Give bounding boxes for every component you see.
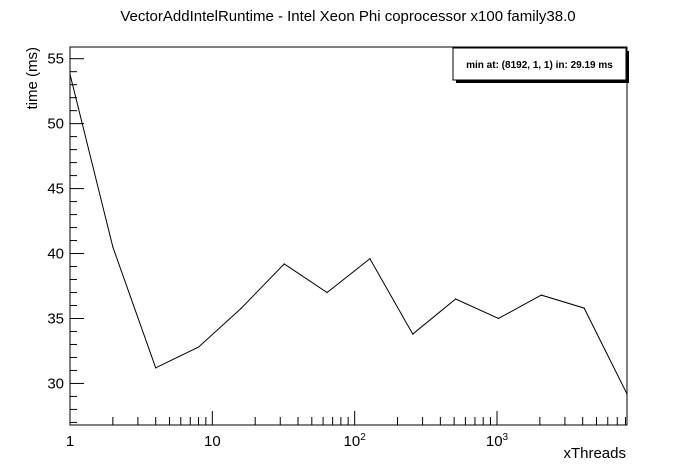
series-line (69, 74, 628, 395)
x-axis (69, 411, 627, 425)
chart-title: VectorAddIntelRuntime - Intel Xeon Phi c… (120, 8, 575, 25)
plot-frame (69, 46, 628, 426)
data-point (197, 346, 200, 348)
x-tick-label: 102 (344, 432, 367, 450)
y-tick-label: 35 (47, 310, 64, 327)
data-point (112, 246, 114, 248)
x-tick-label-base: 10 (344, 433, 361, 450)
data-point (626, 393, 628, 395)
y-tick-labels: 30 35 40 45 50 55 (47, 51, 64, 393)
series-points (69, 73, 628, 395)
x-tick-label-base: 10 (204, 433, 221, 450)
x-tick-label: 103 (486, 432, 509, 450)
y-tick-label: 55 (47, 51, 64, 68)
x-tick-labels: 1 10 102 103 (66, 432, 509, 450)
data-point (455, 298, 457, 300)
stats-annotation: min at: (8192, 1, 1) in: 29.19 ms (466, 60, 613, 71)
y-tick-label: 40 (47, 246, 64, 263)
data-point (583, 307, 585, 309)
x-axis-label: xThreads (563, 445, 626, 462)
x-tick-label-base: 10 (486, 433, 503, 450)
y-tick-label: 45 (47, 181, 64, 198)
data-point (240, 307, 242, 309)
data-point (497, 317, 500, 320)
stats-box: min at: (8192, 1, 1) in: 29.19 ms (452, 47, 629, 83)
data-point (540, 294, 542, 296)
data-point (326, 291, 328, 294)
data-point (412, 333, 414, 335)
stats-box-frame (452, 47, 627, 81)
data-point (155, 367, 157, 369)
data-point (69, 73, 71, 75)
x-tick-label: 1 (66, 433, 74, 450)
x-tick-label: 10 (204, 433, 221, 450)
data-point (283, 263, 285, 265)
x-tick-label-exponent: 3 (503, 432, 509, 443)
y-tick-label: 50 (47, 116, 64, 133)
x-tick-label-exponent: 2 (360, 432, 366, 443)
data-point (369, 258, 371, 260)
y-tick-label: 30 (47, 375, 64, 392)
y-axis-label: time (ms) (24, 47, 41, 110)
x-tick-label-base: 1 (66, 433, 74, 450)
y-axis (70, 58, 84, 423)
